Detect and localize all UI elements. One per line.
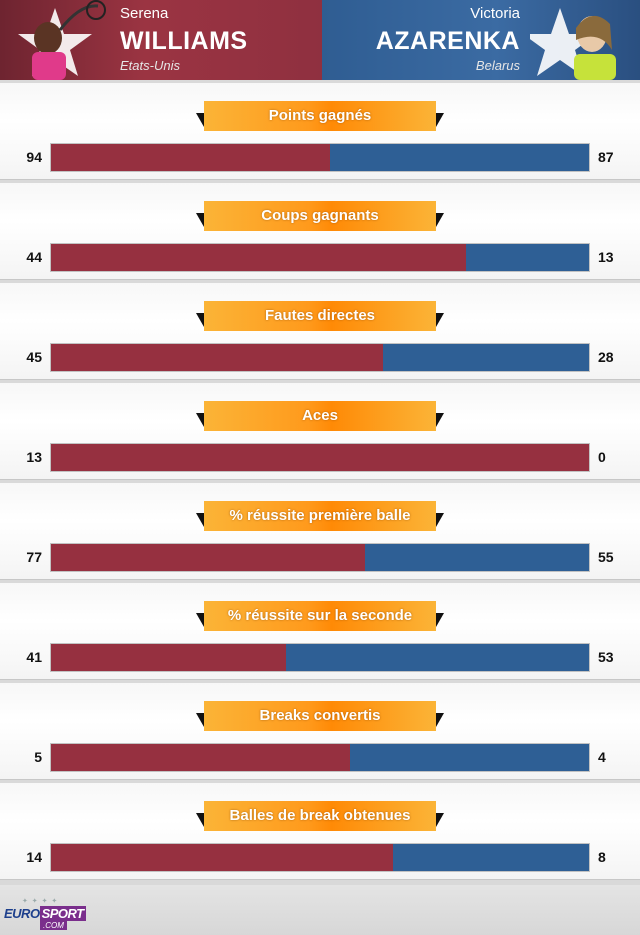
stat-title-tab: Breaks convertis	[196, 701, 444, 737]
stat-title-tab: Balles de break obtenues	[196, 801, 444, 837]
stat-bar	[50, 343, 590, 372]
tab-fold-left	[196, 313, 204, 327]
stat-bar-left-segment	[51, 144, 331, 171]
stat-bar-left-segment	[51, 444, 589, 471]
player-left-panel: Serena WILLIAMS Etats-Unis	[0, 0, 322, 80]
stat-value-right: 13	[598, 249, 614, 265]
stat-title-tab: % réussite première balle	[196, 501, 444, 537]
stat-row: Points gagnés 94 87	[0, 83, 640, 180]
stat-row: % réussite sur la seconde 41 53	[0, 583, 640, 680]
tab-fold-right	[436, 213, 444, 227]
logo-word-a: EURO	[4, 906, 40, 921]
stat-bar-left-segment	[51, 244, 467, 271]
player-right-panel: Victoria AZARENKA Belarus	[322, 0, 640, 80]
stat-bar-left-segment	[51, 544, 365, 571]
stat-bar	[50, 843, 590, 872]
stat-label: Points gagnés	[204, 101, 436, 131]
stat-value-right: 4	[598, 749, 606, 765]
stat-label: Fautes directes	[204, 301, 436, 331]
stat-value-right: 53	[598, 649, 614, 665]
tab-fold-right	[436, 713, 444, 727]
stat-title-tab: Aces	[196, 401, 444, 437]
stat-label: % réussite première balle	[204, 501, 436, 531]
tab-fold-left	[196, 413, 204, 427]
stat-label: Breaks convertis	[204, 701, 436, 731]
eurosport-logo: ✦ ✦ ✦ ✦ EURO SPORT .COM	[4, 898, 86, 931]
stat-bar	[50, 443, 590, 472]
stat-row: Aces 13 0	[0, 383, 640, 480]
stat-row: Balles de break obtenues 14 8	[0, 783, 640, 880]
stat-label: % réussite sur la seconde	[204, 601, 436, 631]
stat-bar	[50, 143, 590, 172]
logo-sub: .COM	[40, 921, 67, 930]
stat-value-left: 44	[26, 249, 42, 265]
stat-bar-left-segment	[51, 844, 394, 871]
player-right-last-name: AZARENKA	[375, 27, 520, 55]
stat-value-left: 41	[26, 649, 42, 665]
stat-bar	[50, 743, 590, 772]
stat-bar-left-segment	[51, 744, 350, 771]
tab-fold-left	[196, 213, 204, 227]
stat-value-right: 8	[598, 849, 606, 865]
stat-title-tab: Fautes directes	[196, 301, 444, 337]
tab-fold-right	[436, 413, 444, 427]
stat-label: Coups gagnants	[204, 201, 436, 231]
logo-word-b: SPORT	[39, 906, 86, 921]
stars-icon: ✦ ✦ ✦ ✦	[22, 898, 59, 905]
tab-fold-left	[196, 613, 204, 627]
stat-value-right: 28	[598, 349, 614, 365]
stat-value-right: 87	[598, 149, 614, 165]
player-right-first-name: Victoria	[470, 5, 520, 22]
stat-value-right: 0	[598, 449, 606, 465]
tab-fold-right	[436, 813, 444, 827]
tab-fold-left	[196, 113, 204, 127]
tab-fold-right	[436, 313, 444, 327]
tab-fold-right	[436, 513, 444, 527]
stat-title-tab: % réussite sur la seconde	[196, 601, 444, 637]
stat-bar	[50, 643, 590, 672]
stat-bar-left-segment	[51, 344, 383, 371]
tab-fold-left	[196, 713, 204, 727]
stat-title-tab: Points gagnés	[196, 101, 444, 137]
stat-value-left: 5	[34, 749, 42, 765]
player-right-country: Belarus	[475, 58, 520, 73]
stat-label: Balles de break obtenues	[204, 801, 436, 831]
stat-row: Fautes directes 45 28	[0, 283, 640, 380]
player-left-last-name: WILLIAMS	[120, 27, 248, 55]
stat-bar	[50, 543, 590, 572]
tab-fold-left	[196, 813, 204, 827]
footer: ✦ ✦ ✦ ✦ EURO SPORT .COM	[0, 885, 640, 935]
stat-row: Breaks convertis 5 4	[0, 683, 640, 780]
stat-value-left: 13	[26, 449, 42, 465]
logo-wordmark: EURO SPORT	[4, 906, 86, 921]
stat-title-tab: Coups gagnants	[196, 201, 444, 237]
stat-row: % réussite première balle 77 55	[0, 483, 640, 580]
tab-fold-right	[436, 113, 444, 127]
stat-value-left: 77	[26, 549, 42, 565]
match-header: Serena WILLIAMS Etats-Unis Victoria AZAR…	[0, 0, 640, 80]
tab-fold-left	[196, 513, 204, 527]
stat-value-right: 55	[598, 549, 614, 565]
stat-label: Aces	[204, 401, 436, 431]
stat-bar-left-segment	[51, 644, 286, 671]
stat-value-left: 94	[26, 149, 42, 165]
player-right-photo-icon	[530, 8, 616, 80]
tab-fold-right	[436, 613, 444, 627]
stat-value-left: 45	[26, 349, 42, 365]
player-left-photo-icon	[18, 0, 106, 80]
player-left-first-name: Serena	[120, 5, 169, 22]
stat-row: Coups gagnants 44 13	[0, 183, 640, 280]
player-left-country: Etats-Unis	[120, 58, 180, 73]
stat-value-left: 14	[26, 849, 42, 865]
stat-bar	[50, 243, 590, 272]
